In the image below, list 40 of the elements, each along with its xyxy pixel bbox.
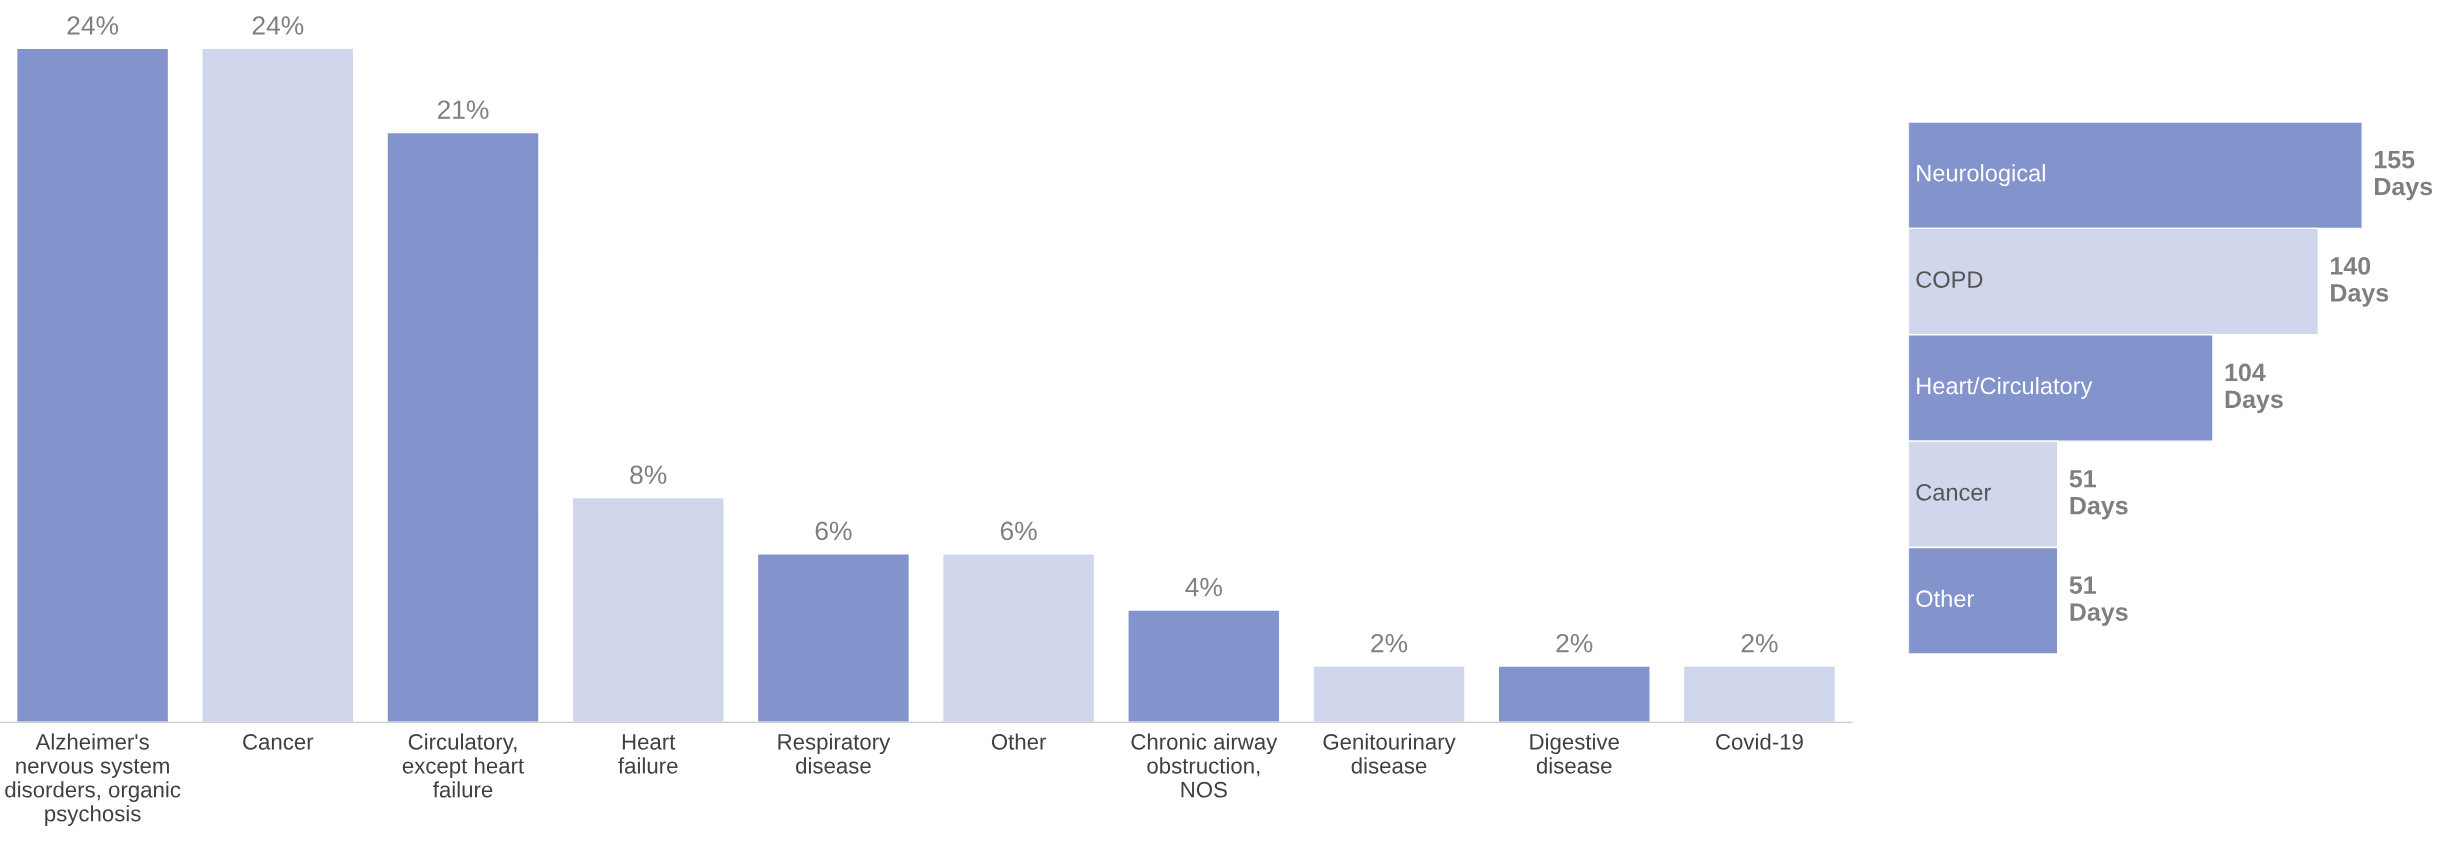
x-tick-label: Other [991,733,1047,750]
category-label: Cancer [1916,483,1991,501]
data-label: 140 Days [2331,257,2389,307]
x-tick-label: Cancer [243,733,314,750]
x-tick-label: Covid-19 [1716,733,1803,750]
data-label: 2% [1371,633,1408,653]
bar [201,47,355,723]
x-tick-label: Alzheimer's nervous system disorders, organic psychosis [5,733,181,826]
data-label: 2% [1556,633,1593,653]
data-label: 24% [67,16,119,35]
x-tick-label: Genitourinary disease [1323,733,1456,774]
category-label: Other [1916,589,1974,608]
x-tick-label: Heart failure [618,734,678,774]
data-label: 24% [252,16,304,35]
data-label: 6% [1000,521,1037,541]
x-tick-label: Respiratory disease [778,733,891,774]
bar [15,47,170,723]
data-label: 6% [815,521,852,541]
bar [1312,665,1466,723]
data-label: 104 Days [2225,363,2283,414]
bar [386,131,540,723]
bar [571,496,725,723]
data-label: 2% [1741,633,1778,653]
data-label: 4% [1185,577,1222,597]
data-label: 21% [437,100,489,119]
bar [941,553,1096,723]
data-label: 8% [630,465,667,485]
category-label: COPD [1916,271,1983,288]
x-tick-label: Chronic airway obstruction, NOS [1131,733,1278,798]
data-label: 51 Days [2069,576,2128,626]
bar [1682,665,1837,723]
data-label: 155 Days [2374,150,2433,201]
bar [1497,665,1651,723]
x-tick-label: Circulatory, except heart failure [402,733,524,798]
data-label: 51 Days [2069,470,2128,520]
bar [756,553,911,723]
category-label: Neurological [1917,164,2045,187]
x-tick-label: Digestive disease [1530,733,1619,774]
bar [1127,609,1281,723]
category-label: Heart/Circulatory [1917,376,2093,399]
